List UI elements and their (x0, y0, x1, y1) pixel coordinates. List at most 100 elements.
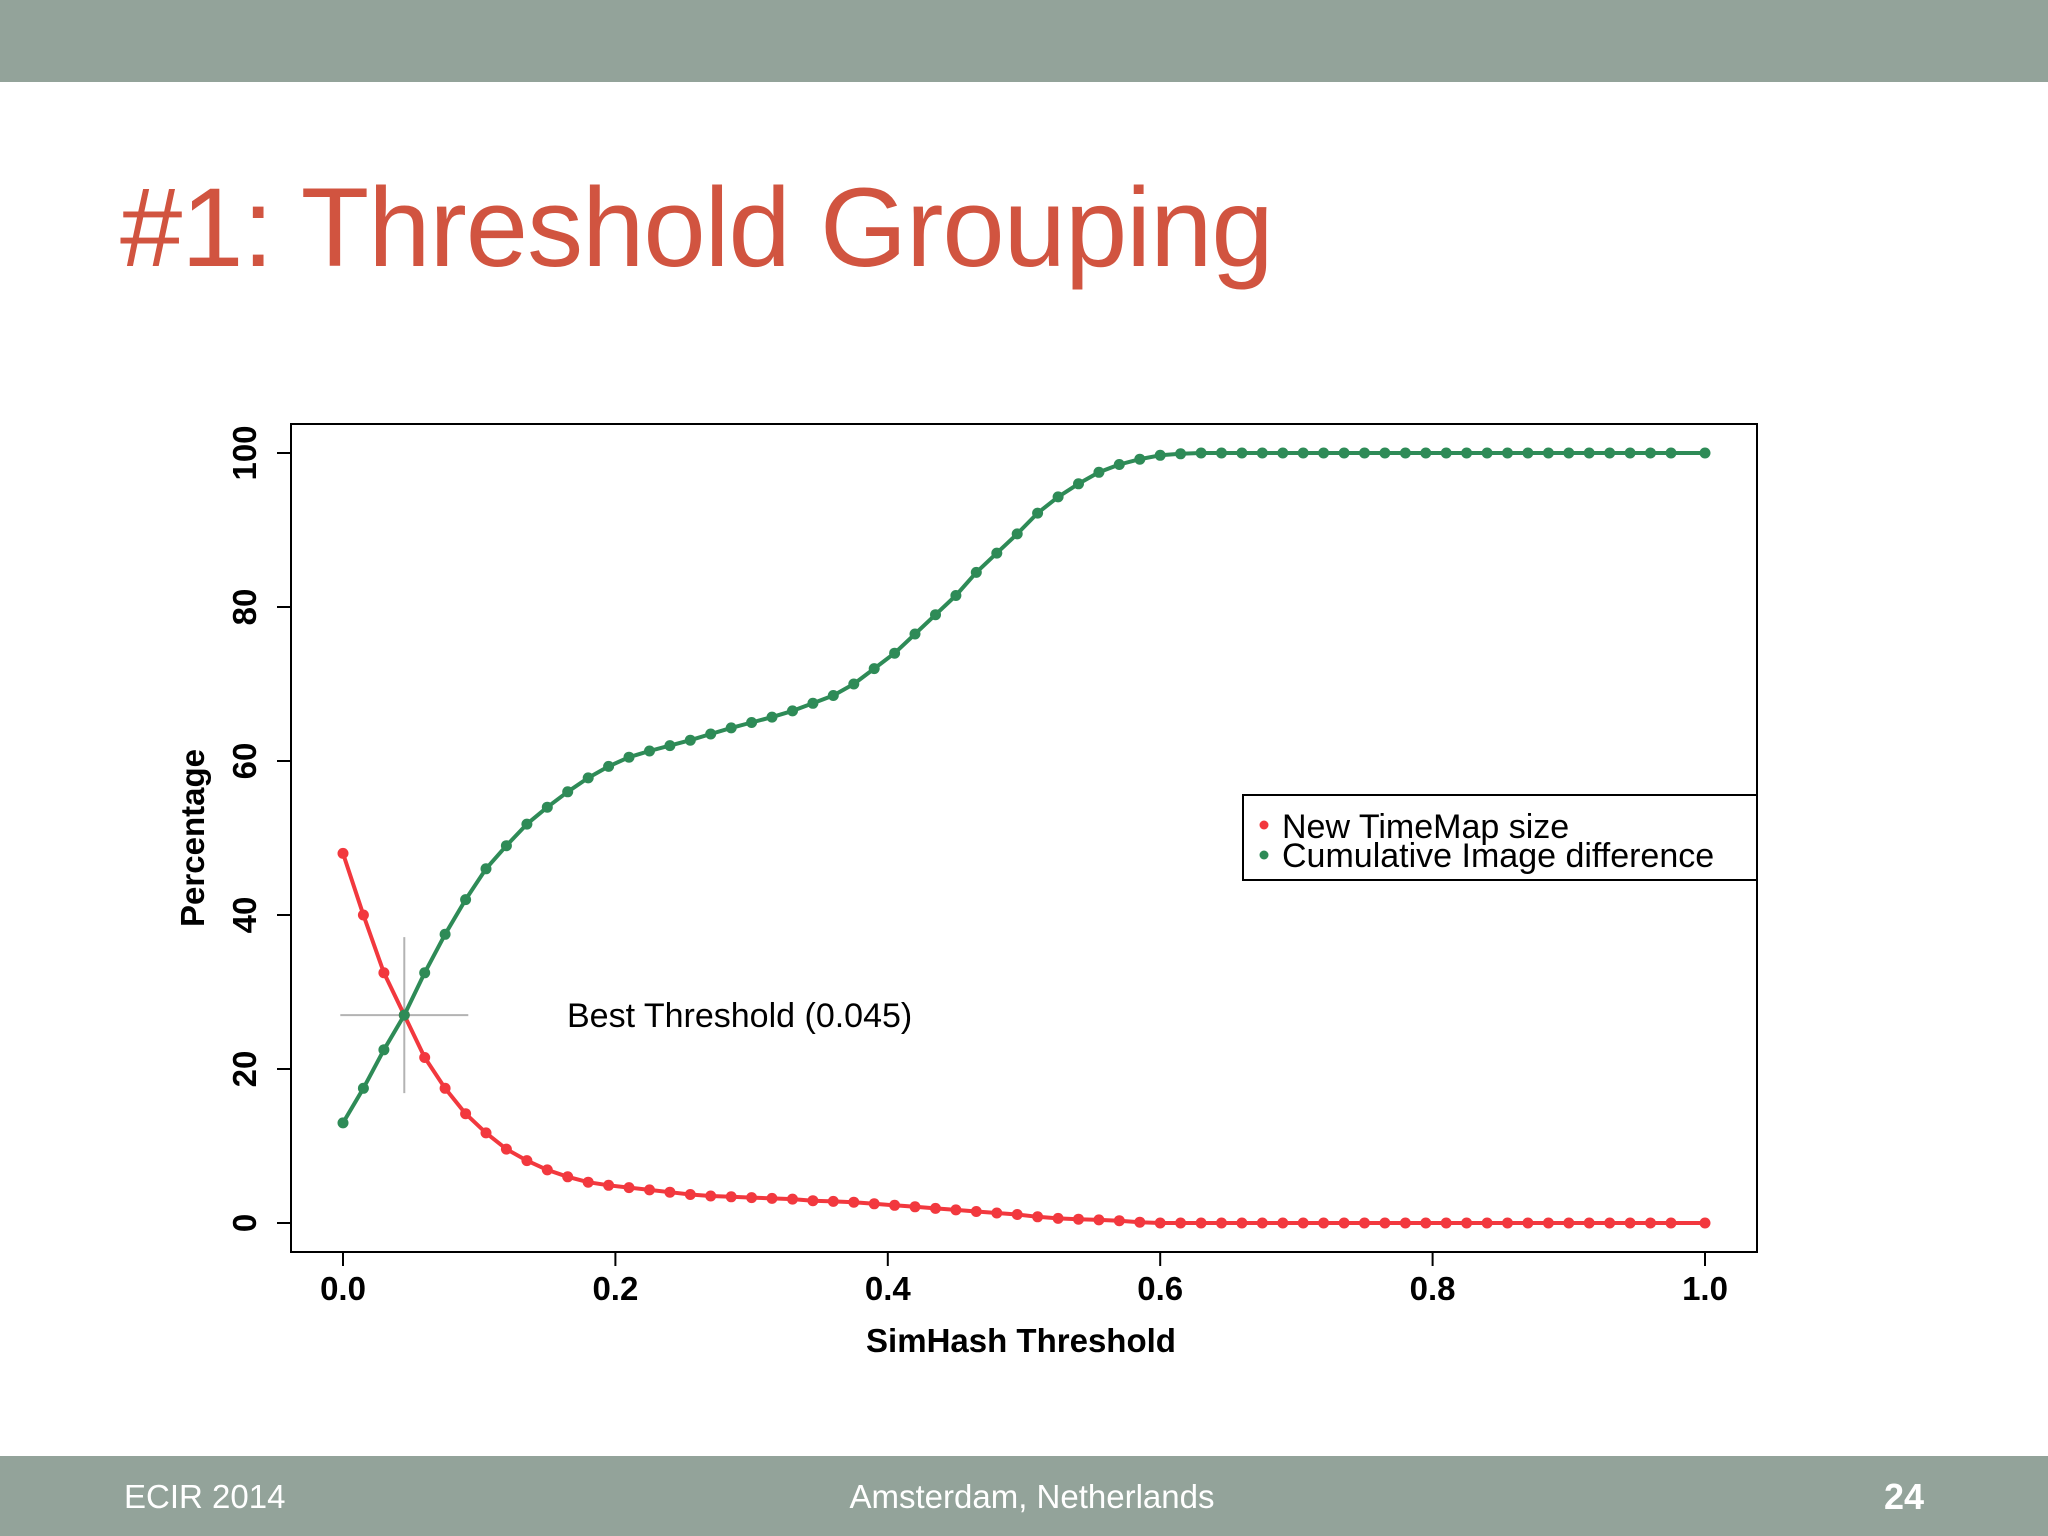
point-new-timemap-size (950, 1204, 962, 1216)
point-new-timemap-size (1665, 1217, 1677, 1229)
point-new-timemap-size (500, 1143, 512, 1155)
point-cumulative-image-difference (1624, 447, 1636, 459)
point-new-timemap-size (1297, 1217, 1309, 1229)
point-cumulative-image-difference (705, 728, 717, 740)
point-new-timemap-size (1420, 1217, 1432, 1229)
point-new-timemap-size (1216, 1217, 1227, 1229)
point-new-timemap-size (1624, 1217, 1636, 1229)
x-tick-label: 0.2 (592, 1270, 638, 1307)
point-cumulative-image-difference (1236, 447, 1248, 459)
y-tick-label: 20 (226, 1051, 263, 1088)
point-new-timemap-size (725, 1191, 737, 1203)
point-cumulative-image-difference (1256, 447, 1268, 459)
point-new-timemap-size (1379, 1217, 1391, 1229)
top-bar (0, 0, 2048, 82)
point-cumulative-image-difference (378, 1044, 390, 1056)
legend-label-new-timemap-size: New TimeMap size (1282, 808, 1569, 846)
point-cumulative-image-difference (439, 928, 451, 940)
point-cumulative-image-difference (582, 772, 594, 784)
point-new-timemap-size (705, 1190, 717, 1202)
point-cumulative-image-difference (562, 786, 574, 798)
point-cumulative-image-difference (337, 1117, 349, 1129)
point-new-timemap-size (1032, 1211, 1044, 1223)
point-cumulative-image-difference (1604, 447, 1616, 459)
slide-title: #1: Threshold Grouping (120, 165, 1274, 290)
point-new-timemap-size (1113, 1215, 1125, 1227)
point-cumulative-image-difference (1093, 466, 1105, 478)
point-new-timemap-size (1195, 1217, 1207, 1229)
point-new-timemap-size (1461, 1217, 1473, 1229)
point-new-timemap-size (1256, 1217, 1268, 1229)
point-cumulative-image-difference (1154, 449, 1166, 461)
point-cumulative-image-difference (766, 711, 778, 723)
point-new-timemap-size (460, 1108, 472, 1120)
point-cumulative-image-difference (1359, 447, 1370, 459)
point-cumulative-image-difference (1399, 447, 1411, 459)
point-cumulative-image-difference (1032, 507, 1044, 519)
point-new-timemap-size (480, 1127, 492, 1139)
x-tick-label: 1.0 (1682, 1270, 1728, 1307)
point-cumulative-image-difference (991, 547, 1003, 559)
point-cumulative-image-difference (398, 1009, 410, 1021)
point-cumulative-image-difference (1665, 447, 1677, 459)
point-new-timemap-size (1338, 1217, 1350, 1229)
point-cumulative-image-difference (970, 566, 982, 578)
point-cumulative-image-difference (1461, 447, 1473, 459)
point-cumulative-image-difference (684, 734, 696, 746)
point-cumulative-image-difference (1011, 528, 1023, 540)
best-threshold-annotation: Best Threshold (0.045) (567, 997, 912, 1035)
point-new-timemap-size (1440, 1217, 1452, 1229)
point-new-timemap-size (848, 1196, 860, 1208)
point-cumulative-image-difference (930, 609, 941, 621)
footer-location: Amsterdam, Netherlands (849, 1478, 1215, 1515)
point-new-timemap-size (378, 967, 390, 979)
point-cumulative-image-difference (541, 801, 553, 813)
point-cumulative-image-difference (950, 590, 962, 601)
point-cumulative-image-difference (623, 751, 635, 763)
legend: New TimeMap size Cumulative Image differ… (1242, 794, 1758, 881)
point-new-timemap-size (1134, 1216, 1146, 1228)
legend-box (1242, 794, 1758, 881)
point-cumulative-image-difference (1134, 453, 1146, 465)
x-tick-label: 0.0 (320, 1270, 366, 1307)
point-cumulative-image-difference (807, 697, 819, 709)
point-cumulative-image-difference (603, 760, 615, 772)
x-tick-label: 0.8 (1410, 1270, 1456, 1307)
point-cumulative-image-difference (1699, 447, 1711, 459)
point-new-timemap-size (439, 1082, 451, 1094)
point-new-timemap-size (521, 1155, 533, 1167)
point-cumulative-image-difference (460, 894, 472, 906)
point-cumulative-image-difference (1338, 447, 1350, 459)
point-new-timemap-size (1604, 1217, 1616, 1229)
point-new-timemap-size (1011, 1209, 1023, 1220)
point-new-timemap-size (562, 1171, 574, 1183)
point-cumulative-image-difference (909, 628, 921, 640)
point-cumulative-image-difference (868, 663, 880, 675)
point-new-timemap-size (827, 1195, 839, 1207)
point-new-timemap-size (1699, 1217, 1711, 1229)
point-cumulative-image-difference (746, 717, 758, 728)
point-new-timemap-size (1583, 1217, 1595, 1229)
point-new-timemap-size (623, 1182, 635, 1194)
series-layer (337, 447, 1711, 1229)
point-new-timemap-size (1154, 1217, 1166, 1229)
point-cumulative-image-difference (480, 863, 492, 875)
point-cumulative-image-difference (1379, 447, 1391, 459)
point-new-timemap-size (868, 1198, 880, 1210)
point-cumulative-image-difference (827, 690, 839, 701)
point-cumulative-image-difference (1277, 447, 1289, 459)
point-new-timemap-size (1277, 1217, 1289, 1229)
point-cumulative-image-difference (848, 678, 860, 690)
series-line-cumulative-image-difference (341, 451, 1705, 1124)
point-new-timemap-size (1645, 1217, 1656, 1229)
point-cumulative-image-difference (500, 840, 512, 852)
point-new-timemap-size (1522, 1217, 1534, 1229)
point-cumulative-image-difference (1522, 447, 1534, 459)
point-new-timemap-size (1563, 1217, 1575, 1229)
point-new-timemap-size (1073, 1213, 1084, 1225)
point-new-timemap-size (664, 1186, 676, 1198)
point-new-timemap-size (1399, 1217, 1411, 1229)
y-tick-label: 0 (226, 1214, 263, 1232)
point-new-timemap-size (909, 1201, 921, 1213)
point-new-timemap-size (1318, 1217, 1330, 1229)
